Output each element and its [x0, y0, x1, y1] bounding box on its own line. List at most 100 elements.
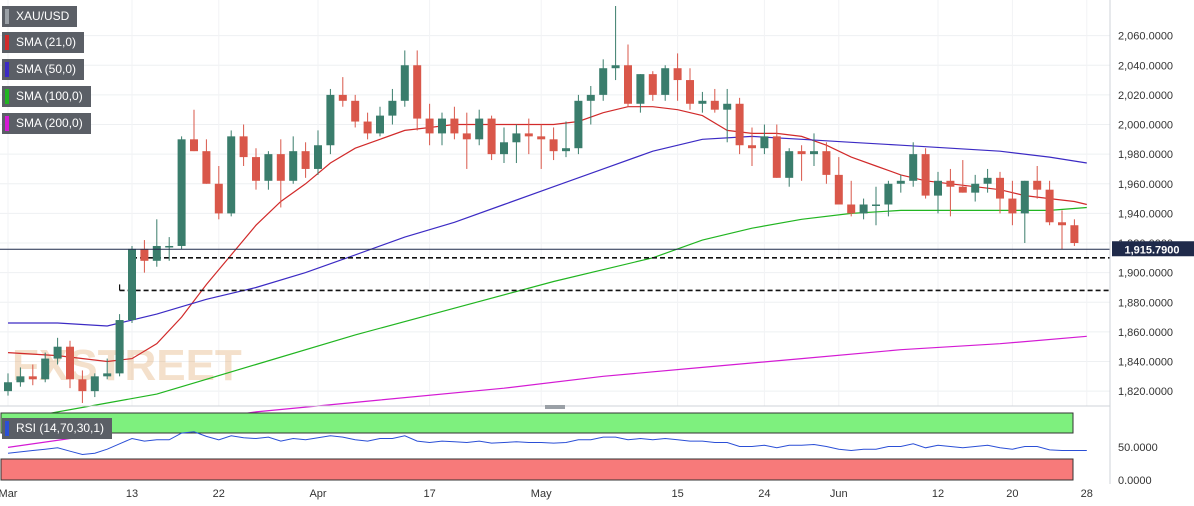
candle-body: [400, 65, 409, 101]
candle-body: [264, 154, 273, 181]
sma-100-tag[interactable]: SMA (100,0): [2, 86, 91, 107]
y-tick-label: 1,900.0000: [1118, 268, 1173, 280]
last-price-value: 1,915.7900: [1124, 244, 1179, 256]
candle: [400, 50, 409, 107]
sma-21-tag[interactable]: SMA (21,0): [2, 32, 85, 53]
candle-body: [1033, 180, 1042, 190]
candle: [103, 358, 112, 380]
sma-200-tag[interactable]: SMA (200,0): [2, 113, 91, 134]
candle-body: [859, 204, 868, 214]
y-tick-label: 2,060.0000: [1118, 31, 1173, 43]
candle: [648, 71, 657, 101]
pane-divider[interactable]: [0, 405, 1110, 409]
candle: [983, 168, 992, 193]
candle-body: [1045, 189, 1054, 223]
rsi-tag[interactable]: RSI (14,70,30,1): [2, 418, 113, 439]
candle: [586, 85, 595, 125]
candle: [723, 88, 732, 143]
candle: [4, 373, 12, 396]
candle: [425, 103, 434, 146]
candle-body: [276, 154, 285, 181]
sma-100-swatch: [5, 89, 9, 104]
candle-body: [53, 346, 62, 359]
candle-body: [16, 376, 25, 383]
candle: [140, 240, 149, 273]
candle-body: [636, 74, 645, 104]
candle-body: [475, 118, 484, 140]
candle: [996, 171, 1004, 214]
candle: [252, 148, 260, 190]
candle: [152, 219, 161, 267]
sma-100-label: SMA (100,0): [16, 89, 83, 103]
candle: [276, 139, 285, 208]
y-tick-label: 1,880.0000: [1118, 297, 1173, 309]
rsi-mid-label: 50.0000: [1118, 442, 1158, 454]
candle-body: [797, 151, 806, 155]
candle-body: [90, 376, 99, 392]
sma-line-1: [8, 135, 1087, 327]
candle-body: [785, 151, 794, 178]
symbol-label: XAU/USD: [16, 9, 70, 23]
candle-body: [574, 100, 583, 149]
x-tick-label: 15: [671, 488, 683, 500]
candle: [921, 148, 930, 199]
candle: [562, 121, 570, 158]
candle-body: [363, 121, 372, 134]
candle-body: [376, 115, 384, 134]
candle: [524, 118, 533, 155]
y-tick-label: 1,840.0000: [1118, 357, 1173, 369]
candle-body: [946, 180, 955, 187]
candle: [115, 314, 124, 377]
candle: [735, 97, 744, 155]
x-tick-label: Mar: [0, 488, 18, 500]
candle: [475, 109, 484, 146]
candle-body: [810, 151, 818, 155]
candle: [214, 165, 223, 220]
candle: [1008, 180, 1017, 226]
candle: [1058, 210, 1066, 249]
candle: [611, 6, 620, 81]
y-tick-label: 1,980.0000: [1118, 149, 1173, 161]
x-tick-label: May: [531, 488, 552, 500]
candle: [710, 88, 719, 113]
candle: [574, 94, 583, 155]
last-price-label: 1,915.7900: [1112, 241, 1194, 257]
candle-body: [338, 94, 347, 101]
candle-body: [326, 94, 335, 146]
candle: [314, 130, 322, 175]
candle-body: [1008, 198, 1017, 214]
candle: [661, 65, 670, 101]
candle: [413, 50, 422, 131]
candle: [859, 198, 868, 220]
candle-body: [214, 183, 223, 214]
candle: [884, 180, 893, 217]
candle: [810, 133, 818, 166]
candle-body: [351, 100, 360, 122]
y-tick-label: 1,820.0000: [1118, 386, 1173, 398]
candle-body: [673, 68, 682, 81]
sma-21-swatch: [5, 35, 9, 50]
candle: [909, 142, 918, 187]
candle: [128, 245, 136, 324]
candle: [388, 88, 397, 125]
sma-50-label: SMA (50,0): [16, 62, 77, 76]
rsi-bottom-label: 0.0000: [1118, 475, 1152, 487]
sma-50-tag[interactable]: SMA (50,0): [2, 59, 85, 80]
candle: [1033, 165, 1042, 199]
candle-body: [921, 154, 930, 196]
candle: [549, 127, 558, 161]
candle-body: [115, 320, 124, 374]
candle: [326, 88, 335, 155]
candle-body: [983, 177, 992, 184]
candle-body: [524, 133, 533, 137]
candle-body: [252, 157, 260, 181]
candle: [686, 68, 694, 110]
candle-body: [388, 100, 397, 116]
candle-body: [165, 245, 174, 248]
x-tick-label: 12: [932, 488, 944, 500]
y-tick-label: 2,020.0000: [1118, 90, 1173, 102]
candle-body: [227, 136, 236, 214]
symbol-tag[interactable]: XAU/USD: [2, 6, 78, 27]
candle-body: [4, 382, 12, 392]
